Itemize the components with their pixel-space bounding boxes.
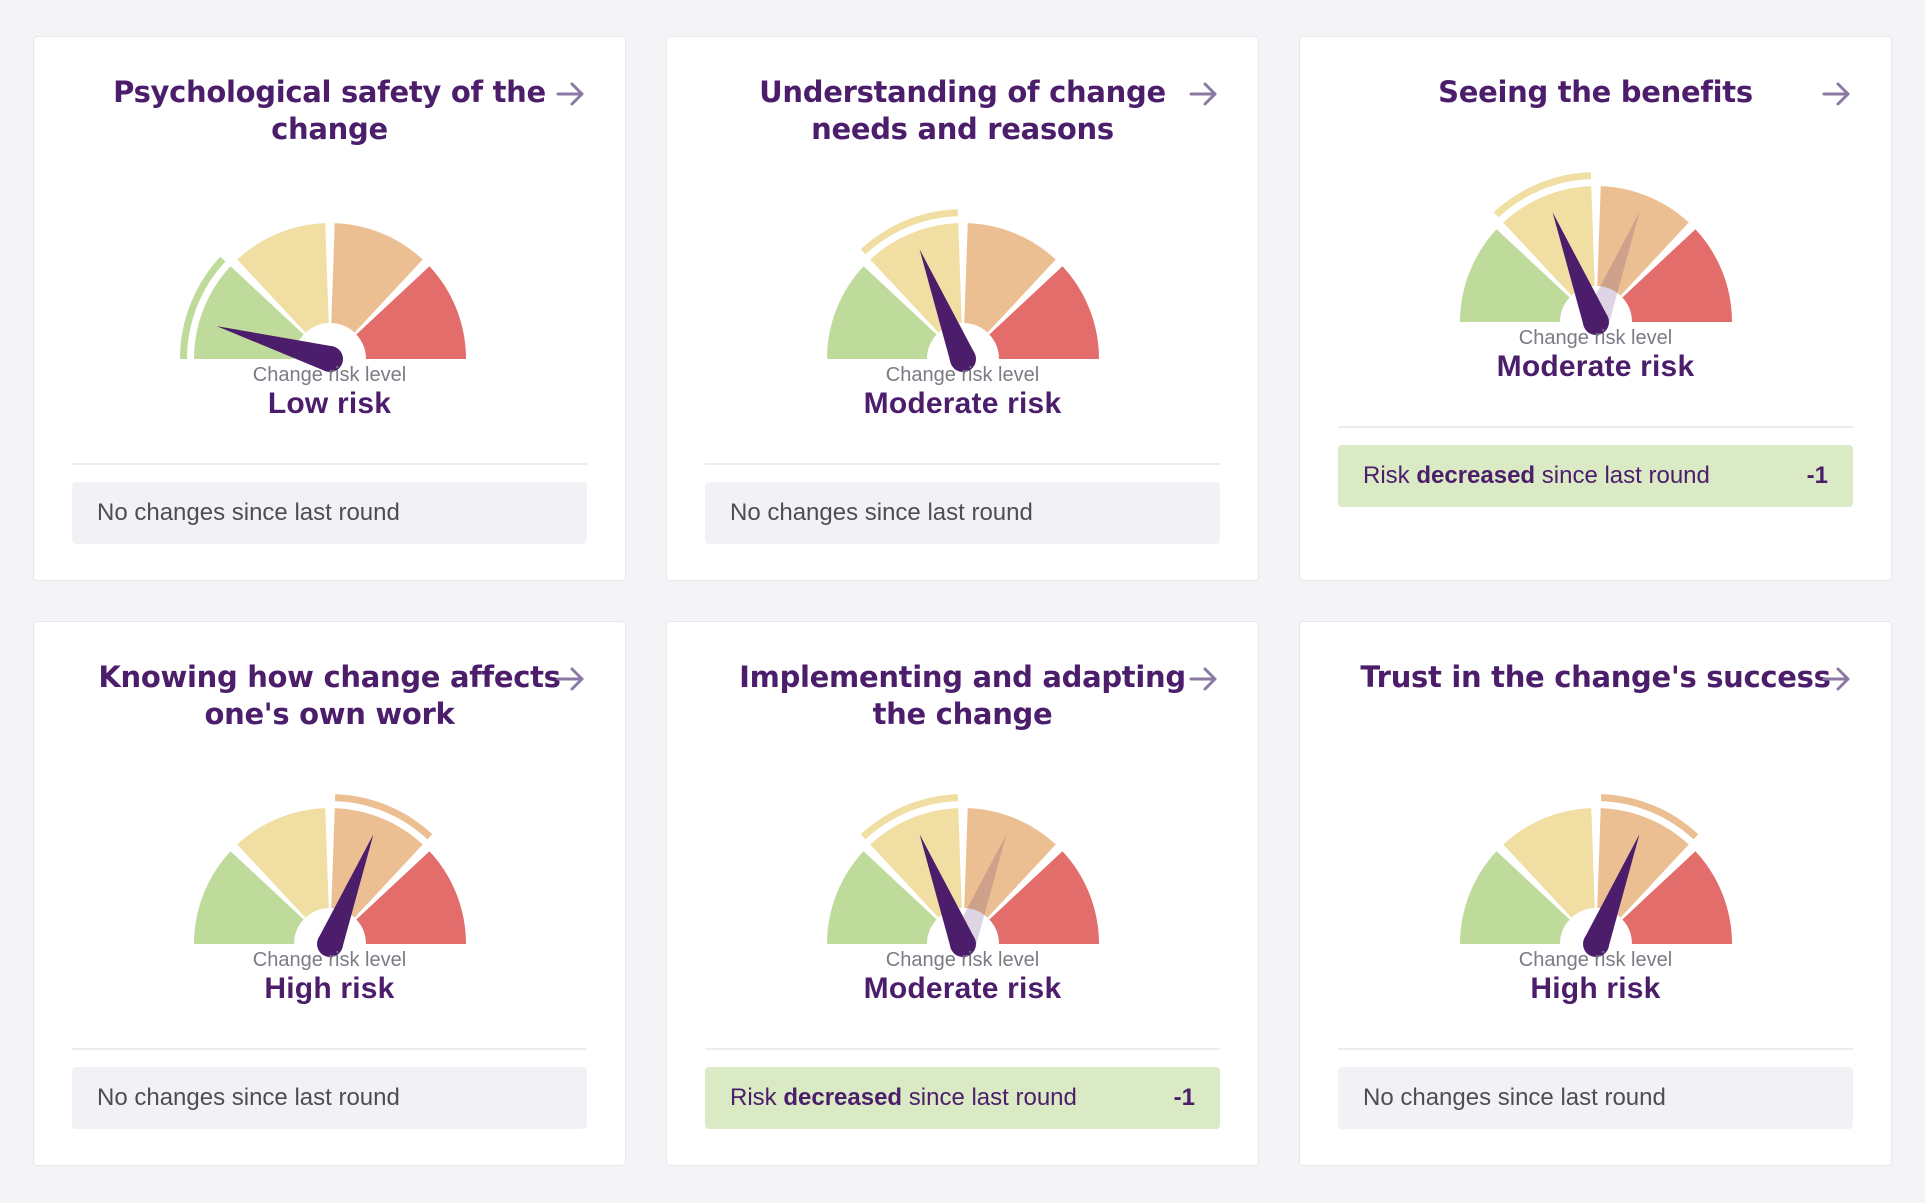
status-text: No changes since last round: [730, 499, 1033, 526]
gauge-segment-lowish: [236, 808, 329, 918]
status-suffix: since last round: [1535, 462, 1710, 489]
gauge-segment-high: [355, 266, 466, 359]
risk-gauge: [170, 197, 490, 377]
gauge-highlight-arc: [860, 794, 958, 840]
gauge-needle: [1552, 212, 1609, 335]
risk-level-value: Moderate risk: [863, 972, 1062, 1005]
status-text: Risk decreased since last round: [1363, 462, 1710, 490]
risk-gauge: [803, 782, 1123, 962]
gauge-segment-moderate: [963, 808, 1056, 918]
gauge-segment-low: [193, 851, 304, 944]
card-title: Understanding of change needs and reason…: [759, 75, 1166, 146]
gauge-segment-low: [826, 266, 937, 359]
gauge-highlight-arc: [1600, 794, 1698, 840]
card-title: Seeing the benefits: [1438, 75, 1753, 109]
status-bar: No changes since last round: [705, 482, 1220, 544]
risk-card-seeing-the-benefits[interactable]: Seeing the benefits Change risk level Mo…: [1299, 36, 1892, 581]
level-caption: Change risk level: [1518, 949, 1673, 971]
status-emphasis: decreased: [783, 1084, 903, 1111]
gauge-segment-high: [1621, 851, 1732, 944]
risk-level-value: High risk: [264, 972, 395, 1005]
level-caption: Change risk level: [1518, 327, 1673, 349]
arrow-right-icon[interactable]: [553, 77, 587, 111]
gauge-needle: [216, 326, 343, 372]
status-text: No changes since last round: [97, 499, 400, 526]
risk-cards-grid: Psychological safety of the change Chang…: [33, 36, 1892, 1166]
gauge-segment-low: [193, 266, 304, 359]
gauge-highlight-arc: [334, 794, 432, 840]
status-bar: Risk decreased since last round -1: [1338, 445, 1853, 507]
risk-card-trust-in-success[interactable]: Trust in the change's success Change ris…: [1299, 621, 1892, 1166]
gauge-segment-lowish: [236, 223, 329, 333]
risk-delta: -1: [1806, 462, 1828, 489]
gauge-segment-high: [988, 851, 1099, 944]
risk-card-knowing-how-change-affects-work[interactable]: Knowing how change affects one's own wor…: [33, 621, 626, 1166]
risk-delta: -1: [1173, 1084, 1195, 1111]
arrow-right-icon[interactable]: [1819, 662, 1853, 696]
risk-card-implementing-and-adapting[interactable]: Implementing and adapting the change Cha…: [666, 621, 1259, 1166]
level-caption: Change risk level: [885, 949, 1040, 971]
risk-gauge: [803, 197, 1123, 377]
status-text: Risk decreased since last round: [730, 1084, 1077, 1112]
risk-gauge: [170, 782, 490, 962]
gauge-needle: [919, 249, 976, 372]
divider: [72, 463, 587, 465]
arrow-right-icon[interactable]: [1186, 662, 1220, 696]
risk-level-value: Low risk: [267, 387, 392, 420]
divider: [1338, 1048, 1853, 1050]
gauge-segment-high: [988, 266, 1099, 359]
gauge-needle: [1582, 834, 1639, 957]
gauge-segment-low: [1459, 229, 1570, 322]
status-emphasis: decreased: [1416, 462, 1536, 489]
status-text: No changes since last round: [97, 1084, 400, 1111]
status-suffix: since last round: [902, 1084, 1077, 1111]
divider: [72, 1048, 587, 1050]
level-caption: Change risk level: [252, 364, 407, 386]
divider: [705, 1048, 1220, 1050]
divider: [1338, 426, 1853, 428]
status-bar: No changes since last round: [72, 1067, 587, 1129]
arrow-right-icon[interactable]: [1819, 77, 1853, 111]
status-prefix: Risk: [730, 1084, 784, 1111]
gauge-segment-high: [1621, 229, 1732, 322]
risk-level-value: Moderate risk: [1496, 350, 1695, 383]
card-title: Psychological safety of the change: [113, 75, 546, 146]
gauge-segment-low: [1459, 851, 1570, 944]
risk-gauge: [1436, 160, 1756, 340]
risk-level-value: Moderate risk: [863, 387, 1062, 420]
level-caption: Change risk level: [885, 364, 1040, 386]
arrow-right-icon[interactable]: [1186, 77, 1220, 111]
risk-level-value: High risk: [1530, 972, 1661, 1005]
gauge-segment-high: [355, 851, 466, 944]
gauge-segment-moderate: [963, 223, 1056, 333]
risk-gauge: [1436, 782, 1756, 962]
card-title: Implementing and adapting the change: [739, 660, 1186, 731]
status-text: No changes since last round: [1363, 1084, 1666, 1111]
gauge-highlight-arc: [1493, 172, 1591, 218]
gauge-highlight-arc: [860, 209, 958, 255]
arrow-right-icon[interactable]: [553, 662, 587, 696]
divider: [705, 463, 1220, 465]
risk-card-psychological-safety[interactable]: Psychological safety of the change Chang…: [33, 36, 626, 581]
gauge-segment-lowish: [1502, 808, 1595, 918]
gauge-segment-moderate: [330, 223, 423, 333]
status-bar: No changes since last round: [1338, 1067, 1853, 1129]
status-bar: Risk decreased since last round -1: [705, 1067, 1220, 1129]
gauge-segment-moderate: [1596, 186, 1689, 296]
level-caption: Change risk level: [252, 949, 407, 971]
gauge-segment-low: [826, 851, 937, 944]
status-prefix: Risk: [1363, 462, 1417, 489]
card-title: Trust in the change's success: [1360, 660, 1831, 694]
card-title: Knowing how change affects one's own wor…: [98, 660, 561, 731]
gauge-needle: [919, 834, 976, 957]
risk-card-understanding-of-change[interactable]: Understanding of change needs and reason…: [666, 36, 1259, 581]
gauge-needle: [316, 834, 373, 957]
status-bar: No changes since last round: [72, 482, 587, 544]
gauge-highlight-arc: [179, 256, 225, 359]
